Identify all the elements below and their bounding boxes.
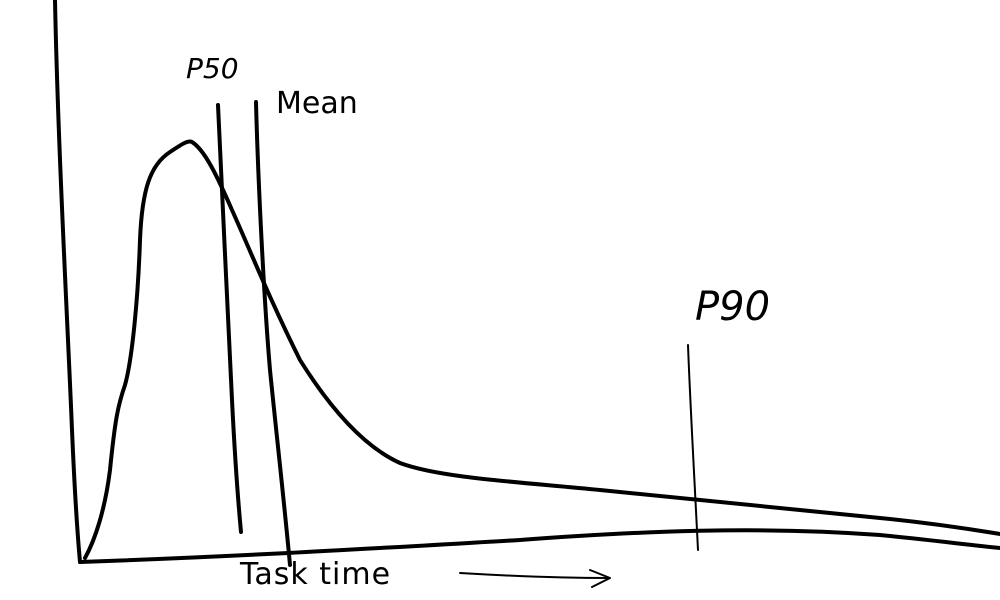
p50-marker-line [216,103,243,534]
y-axis [53,0,82,564]
p90-marker-line [687,344,699,551]
x-axis-direction-arrow [459,569,611,588]
mean-label: Mean [276,86,358,121]
p50-label: P50 [186,52,239,85]
x-axis [78,528,1000,564]
mean-marker-line [254,100,292,567]
x-axis-label: Task time [239,557,391,592]
p90-label: P90 [695,284,770,330]
distribution-curve [83,139,1000,560]
